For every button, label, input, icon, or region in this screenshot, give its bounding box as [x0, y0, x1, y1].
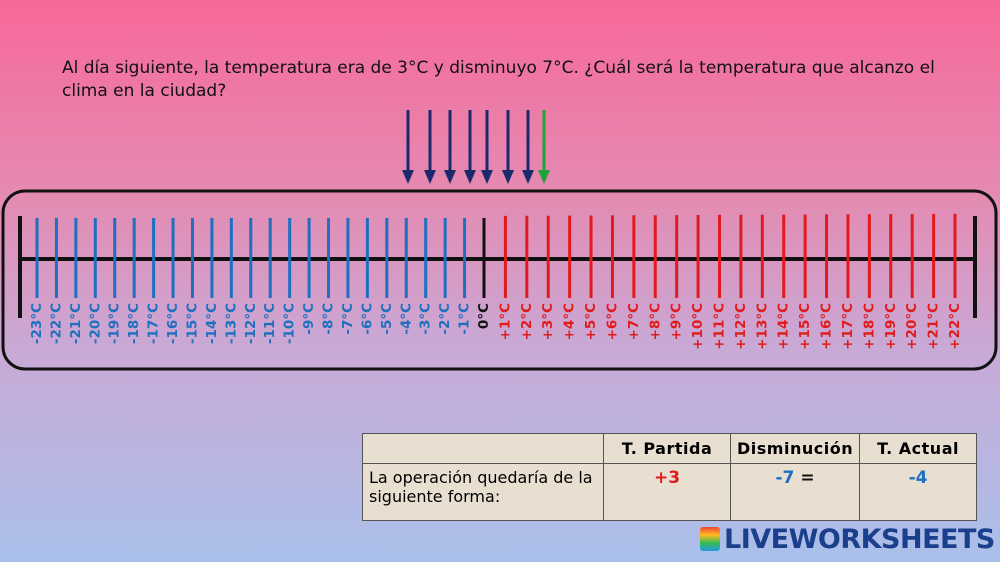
tick-label: +14°C — [776, 303, 792, 350]
arrow-head — [402, 170, 414, 184]
arrows — [402, 110, 550, 184]
arrow-head — [424, 170, 436, 184]
arrow-head — [481, 170, 493, 184]
tick-label: -8°C — [321, 303, 337, 335]
frame — [1, 189, 998, 371]
tick-label: +17°C — [840, 303, 856, 350]
tick-label: +16°C — [819, 303, 835, 350]
tick-label: +7°C — [626, 303, 642, 340]
tick-label: -19°C — [107, 303, 123, 344]
tick-label: 0°C — [476, 303, 492, 329]
tick-label: -13°C — [223, 303, 239, 344]
tick-label: +13°C — [754, 303, 770, 350]
equals: = — [800, 468, 815, 488]
tick-label: +19°C — [883, 303, 899, 350]
tick-label: +5°C — [583, 303, 599, 340]
tick-label: -2°C — [437, 303, 453, 335]
row-label: La operación quedaría de la siguiente fo… — [362, 463, 604, 521]
tick-label: +9°C — [669, 303, 685, 340]
arrow-head — [522, 170, 534, 184]
result-value: -4 — [859, 463, 978, 521]
tick-label: -4°C — [398, 303, 414, 335]
tick-label: -17°C — [146, 303, 162, 344]
start-value: +3 — [603, 463, 731, 521]
tick-label: +12°C — [733, 303, 749, 350]
tick-label: +11°C — [712, 303, 728, 350]
tick-label: +3°C — [540, 303, 556, 340]
tick-label: -1°C — [457, 303, 473, 335]
decrease-cell: -7 = — [729, 463, 861, 521]
tick-label: -6°C — [359, 303, 375, 335]
tick-label: -23°C — [29, 303, 45, 344]
header-cell: Disminución — [729, 433, 861, 464]
tick-label: -16°C — [165, 303, 181, 344]
arrow-head — [538, 170, 550, 184]
tick-label: -3°C — [418, 303, 434, 335]
logo: LIVEWORKSHEETS — [700, 524, 995, 555]
tick-label: +22°C — [947, 303, 963, 350]
logo-text: LIVEWORKSHEETS — [724, 524, 995, 555]
tick-label: +4°C — [562, 303, 578, 340]
tick-label: -18°C — [126, 303, 142, 344]
tick-label: -22°C — [48, 303, 64, 344]
blank-cell — [362, 433, 604, 464]
ticks: -23°C -22°C -21°C -20°C -19°C -18°C -17°C -16°C… — [29, 213, 963, 350]
tick-label: -20°C — [87, 303, 103, 344]
tick-label: +21°C — [926, 303, 942, 350]
header-cell: T. Partida — [603, 433, 731, 464]
tick-label: +10°C — [690, 303, 706, 350]
tick-label: -5°C — [379, 303, 395, 335]
logo-icon — [700, 527, 720, 551]
tick-label: -14°C — [204, 303, 220, 344]
arrow-head — [502, 170, 514, 184]
arrow-head — [444, 170, 456, 184]
tick-label: +8°C — [647, 303, 663, 340]
tick-label: -10°C — [282, 303, 298, 344]
tick-label: +18°C — [861, 303, 877, 350]
tick-label: -12°C — [243, 303, 259, 344]
tick-label: -7°C — [340, 303, 356, 335]
tick-label: -11°C — [262, 303, 278, 344]
header-cell: T. Actual — [859, 433, 978, 464]
tick-label: +2°C — [519, 303, 535, 340]
tick-label: -21°C — [68, 303, 84, 344]
tick-label: -9°C — [301, 303, 317, 335]
question: Al día siguiente, la temperatura era de … — [62, 58, 935, 101]
arrow-head — [464, 170, 476, 184]
tick-label: +20°C — [904, 303, 920, 350]
operation-table: T. Partida Disminución T. Actual La oper… — [362, 433, 978, 521]
tick-label: +1°C — [497, 303, 513, 340]
tick-label: -15°C — [184, 303, 200, 344]
decrease-value: -7 — [775, 468, 795, 488]
tick-label: +15°C — [797, 303, 813, 350]
tick-label: +6°C — [604, 303, 620, 340]
